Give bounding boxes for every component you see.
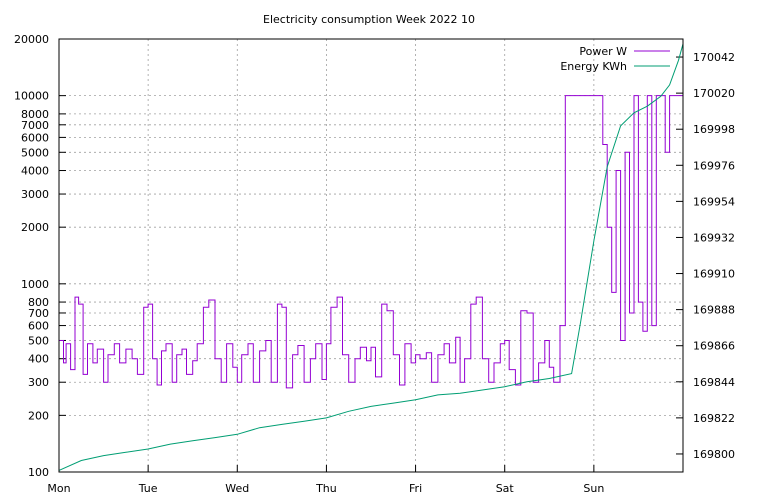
x-tick-label: Sat <box>496 482 515 495</box>
grid-layer <box>59 39 683 472</box>
right-tick-label: 169954 <box>693 195 735 208</box>
legend-label: Power W <box>579 45 627 58</box>
left-tick-label: 800 <box>28 296 49 309</box>
left-tick-label: 10000 <box>14 90 49 103</box>
right-tick-label: 170020 <box>693 87 735 100</box>
left-tick-label: 100 <box>28 466 49 479</box>
right-tick-label: 169888 <box>693 304 735 317</box>
left-tick-label: 20000 <box>14 33 49 46</box>
chart-title: Electricity consumption Week 2022 10 <box>263 13 475 26</box>
x-axis: Mon Tue Wed Thu Fri Sat Sun <box>47 465 604 495</box>
left-tick-label: 600 <box>28 320 49 333</box>
left-tick-label: 4000 <box>21 165 49 178</box>
right-tick-label: 170042 <box>693 51 735 64</box>
legend: Power W Energy KWh <box>560 45 670 73</box>
legend-label: Energy KWh <box>560 60 627 73</box>
left-tick-label: 7000 <box>21 119 49 132</box>
left-tick-label: 5000 <box>21 146 49 159</box>
x-tick-label: Fri <box>409 482 422 495</box>
left-tick-label: 500 <box>28 334 49 347</box>
right-tick-label: 169866 <box>693 340 735 353</box>
right-tick-label: 169932 <box>693 231 735 244</box>
right-tick-label: 169822 <box>693 412 735 425</box>
right-tick-label: 169910 <box>693 268 735 281</box>
right-axis: 169800 169822 169844 169866 169888 169910 1699… <box>676 51 735 461</box>
left-tick-label: 200 <box>28 409 49 422</box>
x-tick-label: Wed <box>225 482 249 495</box>
left-tick-label: 3000 <box>21 188 49 201</box>
right-tick-label: 169976 <box>693 159 735 172</box>
x-tick-label: Sun <box>583 482 604 495</box>
right-tick-label: 169844 <box>693 376 735 389</box>
x-tick-label: Thu <box>315 482 337 495</box>
left-tick-label: 1000 <box>21 278 49 291</box>
left-tick-label: 400 <box>28 353 49 366</box>
left-tick-label: 8000 <box>21 108 49 121</box>
x-tick-label: Tue <box>138 482 158 495</box>
series-layer <box>58 43 684 471</box>
left-tick-label: 700 <box>28 307 49 320</box>
series-line-energy <box>58 43 684 471</box>
right-tick-label: 169800 <box>693 448 735 461</box>
left-tick-label: 2000 <box>21 221 49 234</box>
x-tick-label: Mon <box>47 482 70 495</box>
plot-frame <box>58 38 684 473</box>
left-tick-label: 6000 <box>21 131 49 144</box>
right-tick-label: 169998 <box>693 123 735 136</box>
left-tick-label: 300 <box>28 376 49 389</box>
series-line-power <box>59 95 683 389</box>
